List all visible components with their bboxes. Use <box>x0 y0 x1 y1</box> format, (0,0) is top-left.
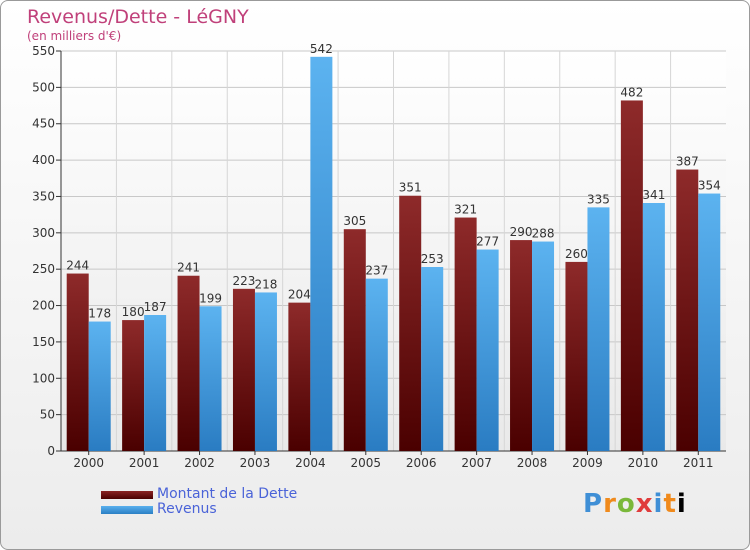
y-tick-label: 50 <box>40 408 55 422</box>
y-tick-label: 250 <box>32 262 55 276</box>
data-label-revenus: 218 <box>255 277 278 291</box>
x-tick-label: 2002 <box>184 456 215 470</box>
bar-revenus <box>199 306 222 451</box>
bar-dette <box>399 195 422 451</box>
x-tick-label: 2008 <box>517 456 548 470</box>
data-label-dette: 260 <box>565 247 588 261</box>
data-label-revenus: 277 <box>476 235 499 249</box>
data-label-revenus: 354 <box>698 179 721 193</box>
y-tick-label: 450 <box>32 117 55 131</box>
bar-revenus <box>532 241 555 451</box>
y-tick-label: 200 <box>32 299 55 313</box>
y-tick-label: 300 <box>32 226 55 240</box>
bar-revenus <box>254 292 277 451</box>
legend-swatch-revenus <box>101 506 153 514</box>
x-tick-label: 2005 <box>351 456 382 470</box>
data-label-dette: 180 <box>122 305 145 319</box>
bar-dette <box>232 288 255 451</box>
x-tick-label: 2004 <box>295 456 326 470</box>
bar-revenus <box>88 321 111 451</box>
bar-dette <box>454 217 477 451</box>
bar-revenus <box>144 315 167 451</box>
x-tick-label: 2001 <box>129 456 160 470</box>
data-label-dette: 321 <box>454 203 477 217</box>
data-label-dette: 387 <box>676 155 699 169</box>
bar-dette <box>620 100 643 452</box>
bar-revenus <box>642 203 665 451</box>
bar-dette <box>122 320 145 451</box>
data-label-dette: 241 <box>177 261 200 275</box>
y-tick-label: 400 <box>32 153 55 167</box>
bar-revenus <box>421 267 444 451</box>
data-label-dette: 305 <box>343 214 366 228</box>
data-label-revenus: 542 <box>310 42 333 56</box>
data-label-dette: 482 <box>620 85 643 99</box>
bar-dette <box>66 273 89 451</box>
bar-dette <box>676 169 699 451</box>
data-label-dette: 351 <box>399 181 422 195</box>
y-tick-label: 550 <box>32 44 55 58</box>
bar-dette <box>565 261 588 451</box>
data-label-dette: 223 <box>233 274 256 288</box>
bar-revenus <box>587 207 610 451</box>
data-label-revenus: 199 <box>199 291 222 305</box>
data-label-revenus: 341 <box>642 188 665 202</box>
data-label-revenus: 335 <box>587 192 610 206</box>
bar-revenus <box>310 56 333 452</box>
legend-swatch-dette <box>101 491 153 499</box>
x-tick-label: 2006 <box>406 456 437 470</box>
x-tick-label: 2009 <box>572 456 603 470</box>
x-tick-label: 2000 <box>73 456 104 470</box>
bar-dette <box>343 229 366 451</box>
bar-revenus <box>365 278 388 451</box>
bar-revenus <box>476 249 499 451</box>
data-label-revenus: 237 <box>365 264 388 278</box>
y-tick-label: 350 <box>32 189 55 203</box>
y-tick-label: 150 <box>32 335 55 349</box>
proxiti-logo: Proxiti <box>583 489 687 519</box>
bar-dette <box>510 240 533 451</box>
data-label-revenus: 178 <box>88 307 111 321</box>
x-tick-label: 2003 <box>240 456 271 470</box>
legend-label-revenus: Revenus <box>157 501 217 517</box>
chart-title: Revenus/Dette - LéGNY <box>27 6 249 28</box>
data-label-dette: 204 <box>288 288 311 302</box>
legend-label-dette: Montant de la Dette <box>157 486 298 502</box>
chart-subtitle: (en milliers d'€) <box>27 29 122 43</box>
y-tick-label: 0 <box>47 444 55 458</box>
x-tick-label: 2007 <box>461 456 492 470</box>
bar-dette <box>288 302 311 451</box>
data-label-revenus: 288 <box>532 227 555 241</box>
x-tick-label: 2010 <box>628 456 659 470</box>
y-tick-label: 500 <box>32 80 55 94</box>
data-label-dette: 290 <box>510 225 533 239</box>
data-label-dette: 244 <box>66 259 89 273</box>
x-tick-label: 2011 <box>683 456 714 470</box>
bar-dette <box>177 275 200 451</box>
data-label-revenus: 253 <box>421 252 444 266</box>
data-label-revenus: 187 <box>144 300 167 314</box>
y-tick-label: 100 <box>32 371 55 385</box>
bar-revenus <box>698 193 721 451</box>
